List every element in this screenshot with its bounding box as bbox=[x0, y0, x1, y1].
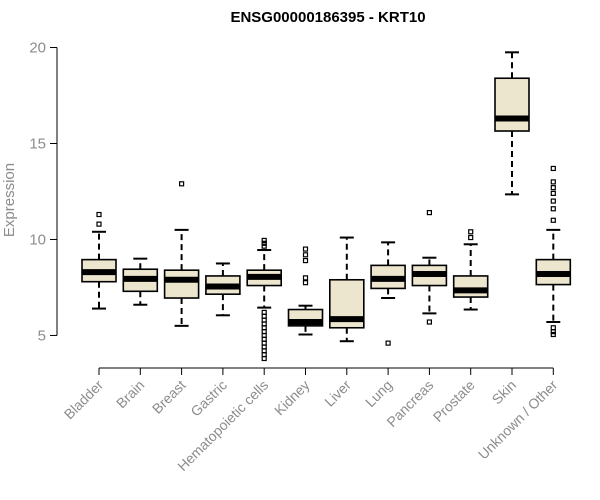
outlier-point bbox=[179, 181, 185, 187]
box-series bbox=[81, 51, 572, 362]
outlier-point bbox=[96, 221, 102, 227]
box-kidney bbox=[287, 246, 324, 336]
outlier-point bbox=[550, 179, 556, 185]
iqr-box bbox=[494, 77, 530, 132]
box-breast bbox=[163, 181, 200, 327]
iqr-box bbox=[163, 269, 200, 299]
outlier-point bbox=[550, 185, 556, 191]
outlier-point bbox=[302, 257, 309, 264]
box-skin bbox=[494, 51, 530, 196]
box-bladder bbox=[81, 211, 117, 310]
box-prostate bbox=[452, 229, 489, 311]
iqr-box bbox=[452, 275, 489, 298]
outlier-point bbox=[302, 246, 309, 252]
box-brain bbox=[122, 257, 159, 306]
chart-title: ENSG00000186395 - KRT10 bbox=[230, 9, 425, 26]
outlier-point bbox=[468, 234, 474, 241]
x-tick-label: Skin bbox=[489, 377, 520, 408]
box-hematopoietic-cells bbox=[246, 237, 282, 362]
outlier-point bbox=[550, 206, 556, 212]
outlier-point bbox=[261, 240, 267, 246]
box-lung bbox=[370, 241, 406, 346]
outlier-point bbox=[302, 280, 309, 286]
box-gastric bbox=[205, 262, 241, 317]
outlier-point bbox=[550, 217, 556, 223]
x-tick-label: Bladder bbox=[61, 377, 107, 423]
outlier-point bbox=[550, 198, 556, 204]
x-tick-label: Lung bbox=[362, 377, 395, 410]
outlier-point bbox=[550, 190, 556, 197]
outlier-point bbox=[96, 211, 102, 218]
y-tick-label: 5 bbox=[38, 327, 46, 344]
box-liver bbox=[328, 236, 365, 343]
outlier-point bbox=[550, 331, 556, 338]
x-tick-label: Brain bbox=[113, 377, 147, 411]
x-tick-label: Breast bbox=[149, 377, 189, 417]
outlier-point bbox=[550, 165, 556, 172]
y-axis-label: Expression bbox=[1, 163, 18, 237]
outlier-point bbox=[261, 243, 267, 249]
outlier-point bbox=[426, 319, 432, 325]
outlier-point bbox=[302, 252, 309, 258]
y-tick-label: 20 bbox=[29, 40, 46, 57]
x-tick-label: Liver bbox=[321, 377, 354, 410]
outlier-point bbox=[468, 229, 474, 235]
outlier-point bbox=[550, 329, 556, 335]
x-tick-label: Kidney bbox=[271, 377, 313, 419]
y-tick-label: 15 bbox=[29, 135, 46, 152]
y-tick-label: 10 bbox=[29, 231, 46, 248]
outlier-point bbox=[385, 340, 391, 346]
outlier-point bbox=[426, 209, 432, 216]
box-unknown-other bbox=[535, 165, 572, 338]
x-tick-label: Prostate bbox=[430, 377, 478, 425]
outlier-point bbox=[261, 237, 267, 244]
y-axis: 5 10 15 20 bbox=[29, 40, 58, 344]
outlier-point bbox=[302, 275, 309, 281]
outlier-point bbox=[261, 355, 267, 362]
box-pancreas bbox=[411, 209, 448, 325]
